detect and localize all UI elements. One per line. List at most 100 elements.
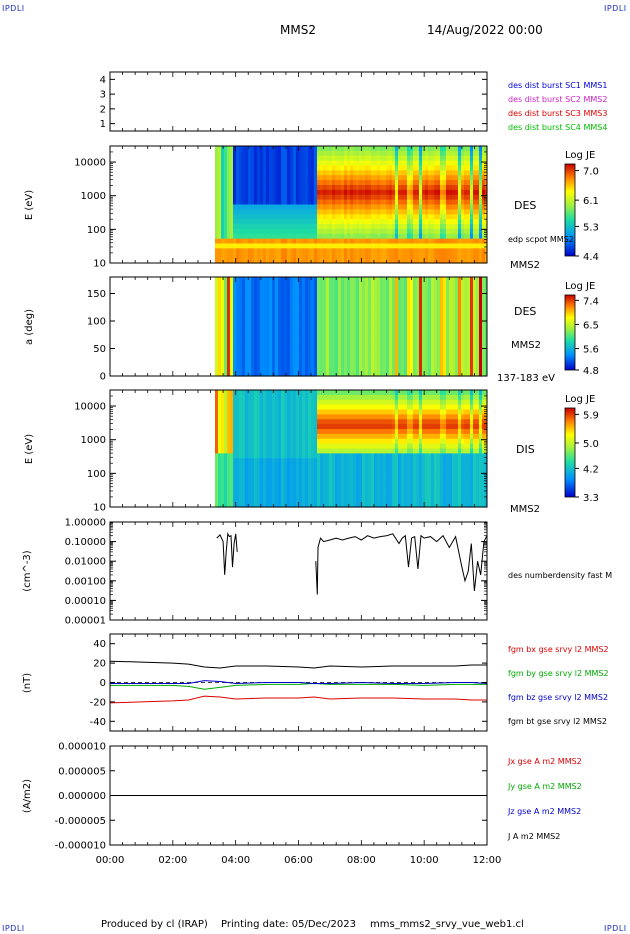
des-energy-cell [245, 189, 248, 196]
des-energy-cell [293, 224, 296, 230]
des-energy-cell [482, 194, 485, 201]
des-pitch-cell [260, 334, 263, 340]
des-pitch-cell [275, 297, 278, 303]
des-pitch-cell [278, 338, 281, 344]
dis-energy-cell [260, 419, 263, 425]
des-energy-cell [272, 180, 275, 186]
des-pitch-cell [272, 314, 275, 319]
des-pitch-cell [263, 318, 266, 323]
des-energy-cell [455, 228, 458, 235]
des-pitch-cell [251, 343, 254, 348]
des-pitch-cell [215, 367, 218, 373]
des-pitch-cell [473, 305, 476, 311]
des-energy-cell [302, 199, 305, 206]
des-energy-cell [404, 189, 407, 196]
des-energy-cell [404, 204, 407, 210]
des-energy-cell [464, 214, 467, 220]
des-pitch-cell [371, 293, 374, 299]
des-energy-cell [266, 224, 269, 230]
des-energy-cell [359, 189, 362, 196]
des-energy-cell [482, 189, 485, 196]
des-energy-cell [416, 219, 419, 225]
des-pitch-cell [476, 338, 479, 344]
des-pitch-cell [383, 277, 386, 282]
des-energy-cell [440, 160, 443, 167]
des-pitch-cell [239, 322, 242, 328]
des-pitch-cell [380, 281, 383, 286]
des-pitch-cell [383, 301, 386, 307]
des-pitch-cell [236, 314, 239, 319]
des-energy-cell [404, 175, 407, 181]
dis-energy-cell [266, 468, 269, 474]
des-energy-cell [275, 243, 278, 249]
dis-energy-cell [287, 443, 290, 450]
des-energy-cell [479, 180, 482, 186]
des-pitch-cell [317, 310, 320, 315]
des-pitch-cell [245, 359, 248, 365]
des-pitch-cell [317, 301, 320, 307]
des-pitch-cell [344, 318, 347, 323]
des-energy-cell [413, 194, 416, 201]
des-energy-cell [368, 194, 371, 201]
des-energy-cell [335, 180, 338, 186]
des-pitch-cell [353, 281, 356, 286]
des-pitch-cell [437, 355, 440, 361]
des-pitch-cell [344, 334, 347, 340]
des-energy-cell [392, 253, 395, 259]
des-energy-cell [308, 150, 311, 157]
des-energy-cell [359, 194, 362, 201]
des-pitch-cell [431, 322, 434, 328]
dis-energy-cell [284, 443, 287, 450]
dis-energy-cell [254, 409, 257, 415]
des-pitch-cell [473, 318, 476, 323]
des-energy-cell [374, 228, 377, 235]
des-energy-cell [434, 194, 437, 201]
des-pitch-cell [407, 293, 410, 299]
dis-energy-cell [236, 448, 239, 454]
des-energy-cell [233, 185, 236, 191]
des-energy-cell [413, 189, 416, 196]
des-pitch-cell [476, 285, 479, 290]
des-pitch-cell [215, 289, 218, 295]
des-energy-cell [329, 258, 332, 264]
des-energy-cell [320, 253, 323, 259]
des-pitch-cell [344, 293, 347, 299]
dis-energy-cell [275, 424, 278, 430]
des-pitch-cell [413, 330, 416, 336]
dis-energy-cell [233, 482, 236, 489]
des-pitch-cell [422, 359, 425, 365]
des-pitch-cell [368, 289, 371, 295]
dis-energy-cell [272, 497, 275, 503]
des-pitch-cell [452, 359, 455, 365]
des-pitch-cell [458, 318, 461, 323]
dis-energy-cell [221, 482, 224, 489]
des-pitch-cell [269, 293, 272, 299]
des-energy-cell [380, 180, 383, 186]
des-pitch-cell [467, 297, 470, 303]
des-pitch-cell [236, 277, 239, 282]
des-energy-cell [302, 194, 305, 201]
des-energy-cell [275, 199, 278, 206]
des-energy-cell [419, 253, 422, 259]
des-energy-cell [254, 160, 257, 167]
des-energy-cell [227, 185, 230, 191]
des-energy-cell [455, 204, 458, 210]
des-pitch-cell [395, 293, 398, 299]
des-pitch-cell [356, 326, 359, 332]
des-pitch-cell [260, 330, 263, 336]
des-energy-cell [308, 165, 311, 171]
des-pitch-cell [254, 293, 257, 299]
des-energy-cell [437, 165, 440, 171]
des-pitch-cell [221, 338, 224, 344]
des-energy-cell [422, 243, 425, 249]
des-pitch-cell [326, 297, 329, 303]
des-energy-cell [410, 175, 413, 181]
des-pitch-cell [221, 277, 224, 282]
des-pitch-cell [254, 289, 257, 295]
dis-energy-cell [257, 390, 260, 396]
des-pitch-cell [416, 371, 419, 377]
des-energy-cell [230, 160, 233, 167]
des-pitch-cell [374, 281, 377, 286]
des-pitch-cell [284, 305, 287, 311]
des-pitch-cell [242, 314, 245, 319]
